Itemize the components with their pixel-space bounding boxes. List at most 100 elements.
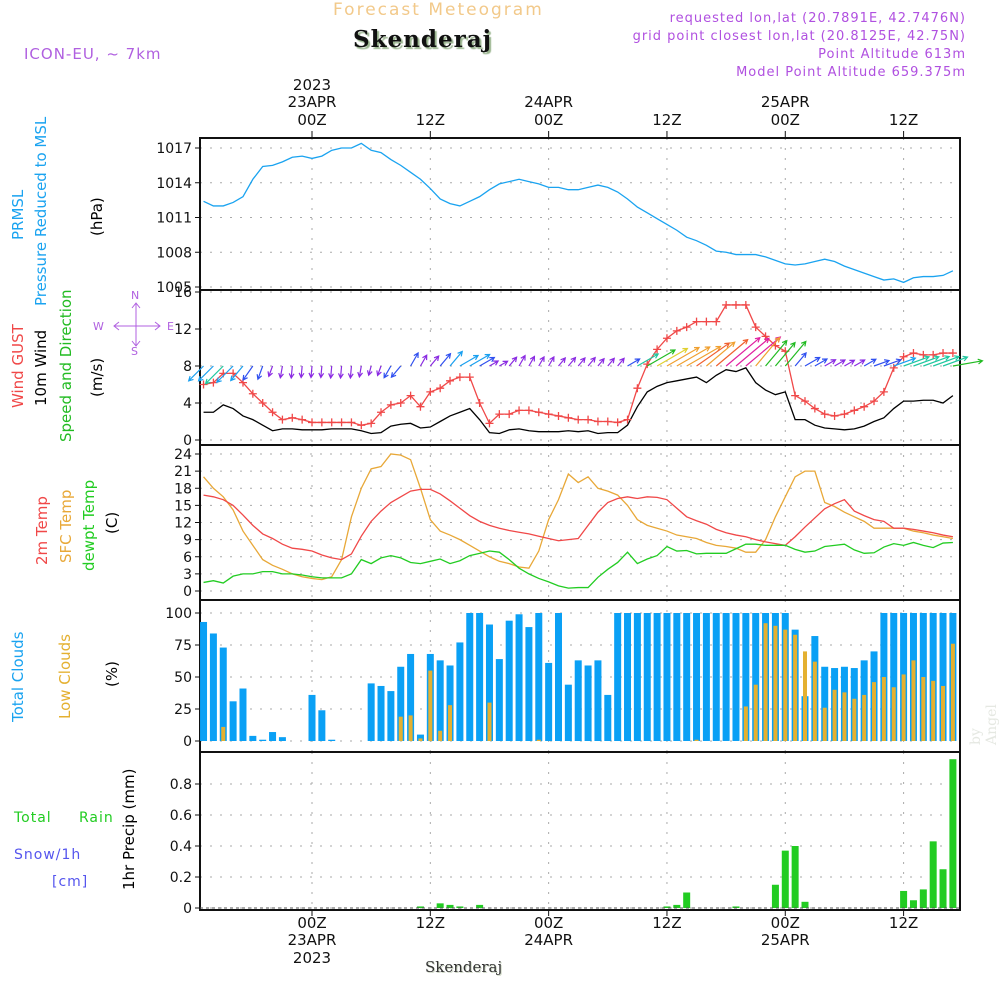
gust-marker [791,391,800,400]
total-cloud-bar [752,613,760,741]
gust-marker [396,399,405,407]
wind-direction-arrow [419,354,428,367]
total-cloud-bar [594,660,602,741]
gust-marker [574,415,583,424]
total-cloud-bar [535,613,543,741]
rain-bar [900,890,908,908]
total-cloud-bar [328,739,336,741]
wind-direction-arrow [469,353,491,367]
wind-direction-arrow [844,359,856,367]
gust-marker [870,397,879,406]
low-cloud-bar [822,707,827,741]
pressure-line [203,142,954,284]
wind-direction-arrow [439,352,452,367]
wind-direction-arrow [538,355,545,367]
total-cloud-bar [890,613,898,741]
gust-marker [386,400,395,409]
total-cloud-bar [604,694,612,741]
total-cloud-bar [407,653,415,741]
y-tick-label: 16 [174,285,192,301]
total-cloud-bar [683,613,691,741]
gust-marker [593,417,602,426]
y-tick-label: 0.8 [170,777,192,793]
total-cloud-bar [939,613,947,741]
gust-marker [564,413,573,422]
low-cloud-bar [438,730,443,741]
low-cloud-bar [901,674,906,741]
rain-bar [416,906,424,908]
total-cloud-bar [397,666,405,741]
precip-rain-label: Rain [79,810,114,826]
y-tick-label: 4 [183,396,192,412]
wind-direction-arrow [765,339,788,367]
gust-marker [327,418,336,427]
y-tick-label: 18 [174,481,192,497]
total-cloud-bar [712,613,720,741]
x-label-top-date: 25APR [760,93,810,111]
y-tick-label: 0.2 [170,870,192,886]
gust-marker [741,300,750,309]
gust-marker [731,300,740,309]
wind-direction-arrow [774,341,796,367]
gust-marker [801,397,809,406]
total-cloud-bar [821,666,829,741]
wind-direction-arrow [824,359,837,367]
rain-bar [949,759,957,908]
x-label-bottom-hour: 12Z [888,914,919,932]
wind-direction-arrow [459,354,480,367]
wind-direction-arrow [903,355,931,367]
wind-direction-arrow [308,365,315,379]
gust-marker [465,373,474,382]
gust-marker [584,415,593,424]
gust-marker [229,369,238,378]
wind-direction-arrow [617,357,625,367]
y-tick-label: 0 [183,901,192,917]
y-tick-label: 12 [174,322,192,338]
wind-direction-arrow [676,346,711,367]
wind-direction-arrow [489,360,500,367]
wind-direction-arrow [429,355,440,367]
low-cloud-bar [408,715,413,741]
gust-marker [692,317,701,326]
wind-direction-arrow [952,358,984,367]
panel-frame [199,289,961,446]
wind-direction-arrow [197,365,214,382]
low-cloud-bar [448,705,453,741]
total-cloud-bar [614,613,622,741]
model-label: ICON-EU, ~ 7km [24,45,162,63]
wind-direction-arrow [328,365,334,380]
rain-bar [732,906,740,908]
rain-bar [771,884,779,908]
wind-direction-arrow [499,360,509,367]
y-tick-label: 21 [174,464,192,480]
gust-marker [722,300,731,309]
gust-marker [268,408,277,417]
precip-total-label: Total [14,810,52,826]
wind-direction-arrow [932,355,961,367]
wind-direction-arrow [267,365,274,378]
wind-direction-arrow [627,358,641,367]
y-tick-label: 24 [174,447,192,463]
total-cloud-bar [416,734,424,741]
gust-marker [751,323,760,332]
low-cloud-bar [487,702,492,741]
y-tick-label: 6 [183,550,192,566]
low-cloud-bar [832,689,837,741]
gust-marker [288,413,297,422]
low-cloud-bar [221,726,226,741]
gust-marker [446,376,455,385]
wind-direction-arrow [607,357,616,367]
gust-marker [406,391,415,400]
total-cloud-bar [249,735,257,741]
gust-marker [524,406,533,415]
gust-marker [850,406,859,415]
rain-bar [919,889,927,908]
y-tick-label: 0 [183,433,192,449]
total-cloud-bar [485,624,493,741]
gust-marker [633,384,642,393]
precip-cm-label: [cm] [52,874,89,890]
gust-marker [426,387,435,396]
total-cloud-bar [436,660,444,741]
wind-direction-arrow [347,365,354,380]
total-cloud-bar [229,701,237,741]
